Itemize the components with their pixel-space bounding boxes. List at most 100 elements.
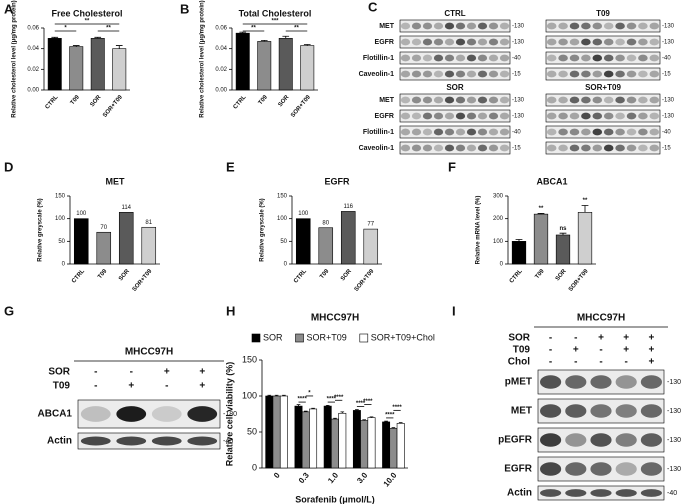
bar xyxy=(235,32,250,91)
y-tick-label: 50 xyxy=(280,239,287,245)
blot-band xyxy=(649,22,660,30)
error-bar xyxy=(340,411,345,414)
treatment-sign: - xyxy=(549,357,552,368)
data-label: 80 xyxy=(322,220,329,226)
blot-band xyxy=(590,404,612,418)
blot-band xyxy=(581,22,591,30)
blot-band xyxy=(569,128,580,136)
y-tick-label: 0.04 xyxy=(27,46,39,52)
blot-band xyxy=(499,112,510,120)
legend-label: SOR+T09 xyxy=(307,332,347,342)
error-bar xyxy=(260,40,268,42)
blot-row-label: MET xyxy=(511,406,532,417)
blot-band xyxy=(569,70,580,78)
blot-marker: -130 xyxy=(667,408,681,415)
blot-band xyxy=(615,404,637,418)
bar xyxy=(338,412,347,469)
blot-band xyxy=(638,22,648,30)
treatment-sign: - xyxy=(94,381,97,392)
error-bar xyxy=(282,394,286,396)
bar xyxy=(382,421,391,469)
data-label: 77 xyxy=(367,222,374,228)
blot-band xyxy=(569,144,580,152)
blot-band xyxy=(615,54,625,62)
blot-band xyxy=(603,144,614,152)
blot-band xyxy=(455,38,466,46)
blot-band xyxy=(649,112,660,120)
y-tick-label: 0.06 xyxy=(215,26,227,32)
blot-marker: -130 xyxy=(667,379,681,386)
treatment-sign: - xyxy=(599,345,602,356)
blot-band xyxy=(615,462,637,476)
bar xyxy=(300,45,315,91)
blot-band xyxy=(444,96,455,104)
treatment-sign: + xyxy=(648,345,654,356)
x-tick-label: T09 xyxy=(97,268,109,280)
error-bar xyxy=(362,419,367,421)
blot-band xyxy=(615,22,625,30)
legend-swatch xyxy=(251,333,261,343)
data-label: 100 xyxy=(298,211,309,217)
blot-band xyxy=(411,70,422,78)
error-bar xyxy=(398,422,403,424)
blot-band xyxy=(565,375,587,389)
significance-label: **** xyxy=(334,395,344,401)
blot-band xyxy=(540,462,562,476)
error-bar xyxy=(333,417,337,420)
blot-band xyxy=(455,54,466,62)
blot-band xyxy=(488,112,499,120)
blot-band xyxy=(569,38,580,46)
blot-band xyxy=(422,38,433,46)
blot-band xyxy=(615,70,625,78)
treatment-label: T09 xyxy=(53,381,71,392)
panel-letter: B xyxy=(180,1,189,16)
blot-band xyxy=(649,38,660,46)
x-tick-label: 3.0 xyxy=(355,470,369,485)
blot-band xyxy=(466,112,477,120)
error-bar xyxy=(355,409,359,411)
x-tick-label: SOR+T09 xyxy=(568,268,590,293)
x-tick-label: CTRL xyxy=(71,268,86,284)
blot-band xyxy=(649,54,660,62)
y-axis-label: Relative greyscale (%) xyxy=(260,198,266,261)
error-bar xyxy=(115,45,123,49)
significance-label: **** xyxy=(385,412,395,418)
blot-band xyxy=(477,112,488,120)
blot-band xyxy=(649,144,660,152)
blot-strip xyxy=(399,125,511,139)
y-tick-label: 100 xyxy=(493,239,504,245)
treatment-sign: - xyxy=(625,357,628,368)
blot-band xyxy=(433,54,444,62)
significance-label: *** xyxy=(271,19,279,25)
blot-band xyxy=(615,433,637,447)
blot-band xyxy=(640,462,662,476)
blot-band xyxy=(477,96,488,104)
y-tick-label: 0.00 xyxy=(215,88,227,94)
blot-title: MHCC97H xyxy=(125,347,173,358)
blot-band xyxy=(444,144,455,152)
blot-band xyxy=(499,96,510,104)
blot-band xyxy=(565,433,587,447)
panel-letter: A xyxy=(4,1,14,16)
treatment-sign: - xyxy=(599,357,602,368)
blot-strip xyxy=(545,51,661,65)
blot-band xyxy=(400,70,411,78)
blot-band xyxy=(466,54,477,62)
blot-band xyxy=(565,489,587,497)
blot-band xyxy=(590,375,612,389)
blot-band xyxy=(558,128,568,136)
blot-band xyxy=(455,144,466,152)
blot-band xyxy=(558,38,568,46)
blot-band xyxy=(400,54,411,62)
blot-band xyxy=(433,38,444,46)
x-tick-label: SOR xyxy=(278,94,291,108)
blot-row-label: Caveolin-1 xyxy=(359,71,395,78)
bar xyxy=(363,228,379,265)
blot-row-label: Actin xyxy=(47,436,72,447)
blot-band xyxy=(433,22,444,30)
blot-band xyxy=(151,436,182,446)
blot-band xyxy=(546,112,557,120)
blot-marker: -40 xyxy=(512,130,521,136)
y-tick-label: 0.02 xyxy=(215,67,227,73)
blot-strip xyxy=(77,432,221,450)
